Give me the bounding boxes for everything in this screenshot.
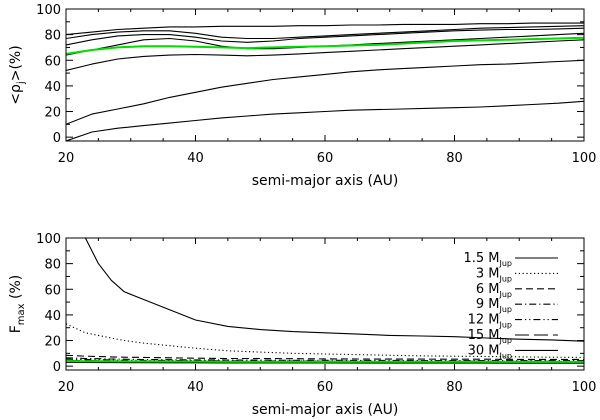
legend-label-6: 6 MJup <box>476 282 512 299</box>
bottom-x-tick-label: 60 <box>317 380 334 395</box>
bottom-y-label-sub: max <box>16 303 27 325</box>
bottom-ticks: 20 40 60 80 100 0 20 40 60 80 100 <box>36 232 596 395</box>
legend-label-30: 30 MJup <box>468 343 512 360</box>
bottom-y-tick-label: 80 <box>44 258 61 273</box>
bottom-series-line-30 <box>66 361 584 364</box>
top-series-line-average <box>66 36 584 55</box>
top-series-line-6-mjup <box>66 39 584 72</box>
bottom-series-line-average <box>66 360 584 363</box>
bottom-y-tick-label: 0 <box>53 360 61 375</box>
bottom-y-axis-label: Fmax (%) <box>8 275 27 334</box>
legend-label-3: 3 MJup <box>476 266 512 283</box>
bottom-y-tick-label: 100 <box>36 232 61 247</box>
top-y-label-tail: >(%) <box>8 45 24 81</box>
top-x-tick-label: 40 <box>187 151 204 166</box>
top-x-tick-label: 60 <box>317 151 334 166</box>
legend-label-9: 9 MJup <box>476 297 512 314</box>
bottom-y-tick-label: 60 <box>44 283 61 298</box>
bottom-y-tick-label: 40 <box>44 309 61 324</box>
top-x-tick-label: 80 <box>446 151 463 166</box>
top-y-tick-label: 20 <box>44 106 61 121</box>
legend-label-12: 12 MJup <box>468 313 512 330</box>
top-series-line-1-5-mjup <box>66 100 584 141</box>
bottom-plot-frame <box>65 237 585 371</box>
top-y-tick-label: 40 <box>44 80 61 95</box>
top-y-tick-label: 0 <box>53 131 61 146</box>
top-y-label-sub: j <box>16 81 27 85</box>
top-series-line-30-mjup <box>66 22 584 36</box>
top-y-axis-label: <ρj>(%) <box>8 45 27 104</box>
legend-label-1-5: 1.5 MJup <box>463 251 512 268</box>
bottom-y-label-tail: (%) <box>8 275 24 304</box>
top-ticks: 20 40 60 80 100 0 20 40 60 80 100 <box>36 3 596 166</box>
top-series-group <box>66 22 584 141</box>
top-plot-frame <box>65 8 585 142</box>
bottom-series-line-1-5 <box>84 238 584 342</box>
top-y-tick-label: 80 <box>44 29 61 44</box>
top-series-line-15-mjup <box>66 25 584 40</box>
bottom-y-tick-label: 20 <box>44 335 61 350</box>
top-y-tick-label: 100 <box>36 3 61 18</box>
top-x-tick-label: 100 <box>572 151 597 166</box>
top-series-line-12-mjup <box>66 27 584 46</box>
bottom-x-axis-label: semi-major axis (AU) <box>252 402 399 418</box>
top-x-tick-label: 20 <box>58 151 75 166</box>
bottom-series-group <box>66 238 584 364</box>
bottom-x-tick-label: 80 <box>446 380 463 395</box>
bottom-x-tick-label: 40 <box>187 380 204 395</box>
legend-label-15: 15 MJup <box>468 328 512 345</box>
bottom-series-line-9 <box>66 357 584 362</box>
top-series-line-9-mjup <box>66 32 584 56</box>
bottom-panel: 20 40 60 80 100 0 20 40 60 80 100 semi-major axis … <box>8 232 596 418</box>
bottom-series-line-6 <box>66 354 584 361</box>
top-y-tick-label: 60 <box>44 54 61 69</box>
top-panel: 20 40 60 80 100 0 20 40 60 80 100 semi-major axis … <box>8 3 596 189</box>
top-x-axis-label: semi-major axis (AU) <box>252 173 399 189</box>
bottom-x-tick-label: 100 <box>572 380 597 395</box>
bottom-x-tick-label: 20 <box>58 380 75 395</box>
top-y-label-main: <ρ <box>8 84 24 105</box>
top-series-line-3-mjup <box>66 59 584 125</box>
bottom-y-label-main: F <box>8 325 24 333</box>
bottom-series-line-3 <box>66 323 584 358</box>
